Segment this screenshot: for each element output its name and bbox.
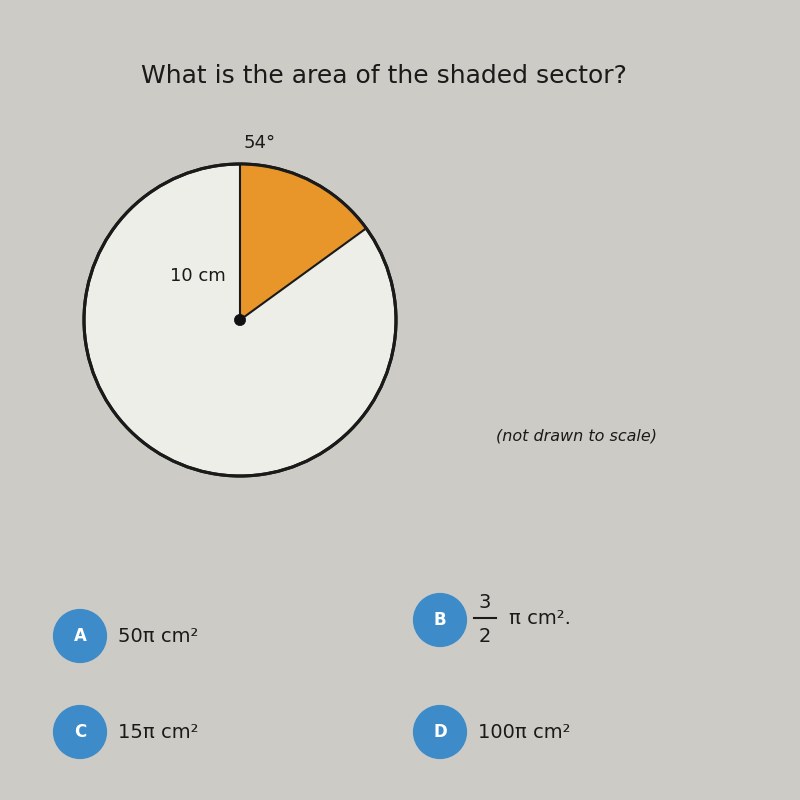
Circle shape bbox=[84, 164, 396, 476]
Text: B: B bbox=[434, 611, 446, 629]
Circle shape bbox=[54, 706, 106, 758]
Text: 3: 3 bbox=[478, 593, 491, 612]
Text: 2: 2 bbox=[478, 626, 491, 646]
Circle shape bbox=[54, 610, 106, 662]
Text: 50π cm²: 50π cm² bbox=[118, 626, 198, 646]
Text: 100π cm²: 100π cm² bbox=[478, 722, 571, 742]
Text: (not drawn to scale): (not drawn to scale) bbox=[495, 429, 657, 443]
Polygon shape bbox=[240, 164, 366, 320]
Text: D: D bbox=[433, 723, 447, 741]
Circle shape bbox=[234, 314, 246, 326]
Circle shape bbox=[414, 706, 466, 758]
Circle shape bbox=[414, 594, 466, 646]
Text: C: C bbox=[74, 723, 86, 741]
Text: 15π cm²: 15π cm² bbox=[118, 722, 199, 742]
Text: 54°: 54° bbox=[244, 134, 276, 152]
Text: A: A bbox=[74, 627, 86, 645]
Text: π cm².: π cm². bbox=[509, 609, 570, 628]
Text: What is the area of the shaded sector?: What is the area of the shaded sector? bbox=[141, 64, 627, 88]
Text: 10 cm: 10 cm bbox=[170, 267, 226, 285]
